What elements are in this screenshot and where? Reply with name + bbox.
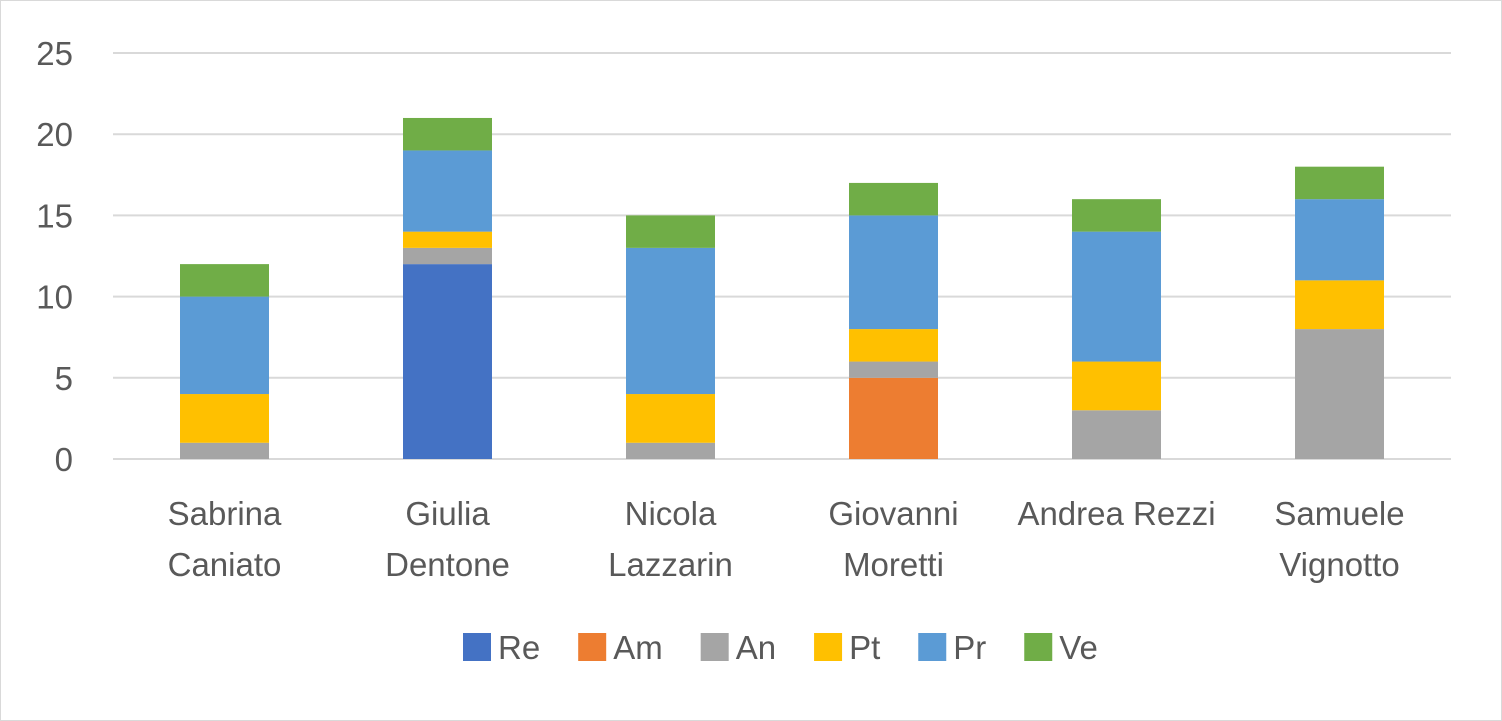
bar-segment-pr-2 — [626, 247, 715, 395]
y-tick-label: 25 — [36, 35, 73, 72]
legend-label-an: An — [736, 629, 776, 666]
bar-segment-ve-1 — [403, 117, 492, 151]
x-category-label: Sabrina — [168, 495, 282, 532]
x-category-label: Nicola — [625, 495, 717, 532]
legend-swatch-an — [700, 633, 729, 661]
legend-swatch-re — [463, 633, 491, 661]
bar-segment-pr-4 — [1072, 231, 1161, 362]
bar-segment-an-2 — [626, 442, 715, 459]
x-category-label: Vignotto — [1279, 546, 1400, 583]
legend-swatch-pr — [918, 633, 947, 661]
bar-segment-pr-5 — [1295, 199, 1384, 281]
y-tick-label: 15 — [36, 197, 73, 234]
bar-segment-ve-2 — [626, 215, 715, 248]
bar-segment-ve-5 — [1295, 166, 1384, 200]
bar-segment-pt-0 — [180, 394, 269, 443]
legend-label-pr: Pr — [953, 629, 986, 666]
bar-segment-an-3 — [849, 361, 938, 378]
bar-segment-pt-5 — [1295, 280, 1384, 330]
bar-segment-ve-4 — [1072, 199, 1161, 232]
bar-segment-pt-1 — [403, 231, 492, 248]
x-category-label: Dentone — [385, 546, 510, 583]
bar-segment-ve-0 — [180, 264, 269, 297]
y-axis-tick-labels: 0 5 10 15 20 25 — [36, 35, 73, 478]
bars — [180, 117, 1384, 459]
legend-label-re: Re — [498, 629, 540, 666]
bar-segment-pr-1 — [403, 150, 492, 232]
bar-segment-an-5 — [1295, 329, 1384, 459]
bar-segment-re-1 — [403, 264, 492, 459]
x-axis-category-labels: Sabrina Caniato Giulia Dentone Nicola Lazzari… — [168, 495, 1405, 583]
x-category-label: Andrea Rezzi — [1017, 495, 1215, 532]
bar-segment-an-4 — [1072, 410, 1161, 459]
x-category-label: Giovanni — [828, 495, 958, 532]
y-tick-label: 0 — [55, 441, 73, 478]
gridlines — [113, 52, 1451, 460]
bar-segment-pr-0 — [180, 296, 269, 395]
x-category-label: Moretti — [843, 546, 944, 583]
x-category-label: Giulia — [405, 495, 490, 532]
legend-label-am: Am — [613, 629, 663, 666]
x-category-label: Lazzarin — [608, 546, 733, 583]
legend-label-ve: Ve — [1059, 629, 1098, 666]
x-category-label: Caniato — [168, 546, 282, 583]
legend-swatch-am — [578, 633, 607, 661]
y-tick-label: 10 — [36, 279, 73, 316]
bar-segment-an-0 — [180, 442, 269, 459]
bar-segment-pt-4 — [1072, 361, 1161, 411]
y-tick-label: 20 — [36, 116, 73, 153]
bar-segment-ve-3 — [849, 182, 938, 216]
y-tick-label: 5 — [55, 360, 73, 397]
bar-segment-an-1 — [403, 247, 492, 265]
legend-label-pt: Pt — [849, 629, 880, 666]
bar-segment-pr-3 — [849, 215, 938, 330]
legend-swatch-ve — [1024, 633, 1053, 661]
x-category-label: Samuele — [1274, 495, 1404, 532]
legend: Re Am An Pt Pr Ve — [463, 629, 1098, 666]
bar-segment-pt-3 — [849, 329, 938, 362]
bar-segment-am-3 — [849, 377, 938, 459]
bar-segment-pt-2 — [626, 394, 715, 443]
legend-swatch-pt — [814, 633, 843, 661]
